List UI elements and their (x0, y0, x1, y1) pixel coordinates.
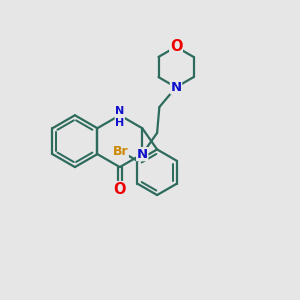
Text: N: N (170, 81, 182, 94)
Text: N: N (137, 148, 148, 160)
Text: Br: Br (113, 145, 128, 158)
Text: O: O (170, 39, 182, 54)
Text: O: O (113, 182, 126, 196)
Text: N
H: N H (115, 106, 124, 128)
